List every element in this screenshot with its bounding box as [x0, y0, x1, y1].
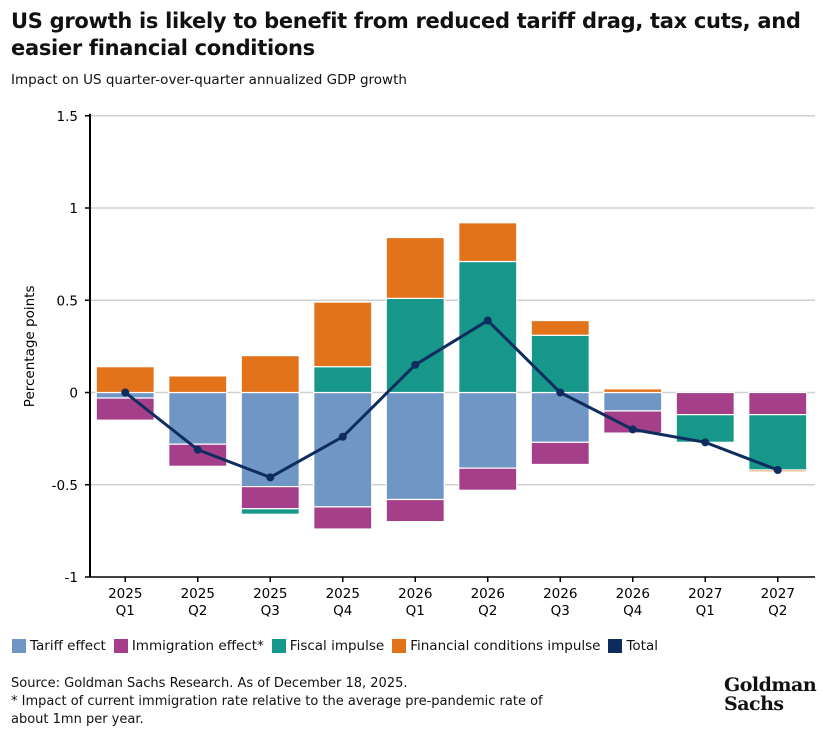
- bar-fiscal-impulse: [458, 260, 518, 394]
- y-axis-label: Percentage points: [22, 286, 38, 408]
- bar-tariff-effect: [458, 391, 518, 469]
- legend-label: Financial conditions impulse: [410, 638, 601, 654]
- total-point: [338, 432, 347, 441]
- bar-tariff-effect: [240, 391, 300, 488]
- bar-immigration-effect-: [385, 498, 445, 523]
- bar-immigration-effect-: [748, 391, 808, 416]
- chart-title: US growth is likely to benefit from redu…: [11, 9, 801, 60]
- total-point: [121, 388, 130, 397]
- x-tick-label-quarter: Q2: [768, 603, 787, 619]
- x-tick-label-year: 2026: [543, 586, 577, 602]
- x-tick-label-year: 2026: [398, 586, 432, 602]
- total-point: [556, 388, 565, 397]
- bar-immigration-effect-: [530, 441, 590, 466]
- y-tick-label: 0.5: [57, 293, 78, 309]
- legend-label: Total: [626, 638, 658, 654]
- bar-immigration-effect-: [168, 443, 228, 467]
- legend-swatch: [392, 639, 407, 653]
- x-tick-label-quarter: Q2: [188, 603, 207, 619]
- bar-tariff-effect: [385, 391, 445, 501]
- x-tick-label-quarter: Q4: [623, 603, 642, 619]
- x-tick-label-year: 2026: [616, 586, 650, 602]
- total-point: [628, 425, 637, 434]
- y-tick-label: 1.5: [57, 109, 78, 125]
- y-tick-label: 1: [69, 201, 78, 217]
- x-tick-label-year: 2027: [761, 586, 795, 602]
- chart-subtitle: Impact on US quarter-over-quarter annual…: [11, 72, 407, 88]
- bar-immigration-effect-: [313, 506, 373, 530]
- goldman-sachs-logo: Goldman Sachs: [724, 674, 817, 715]
- legend-item: Fiscal impulse: [271, 638, 385, 654]
- x-tick-label-year: 2025: [108, 586, 142, 602]
- footnote-text: * Impact of current immigration rate rel…: [11, 694, 543, 727]
- x-tick-label-year: 2025: [326, 586, 360, 602]
- total-point: [193, 445, 202, 454]
- bar-tariff-effect: [313, 391, 373, 508]
- y-tick-label: -0.5: [52, 478, 78, 494]
- bar-financial-conditions-impulse: [240, 355, 300, 394]
- legend-label: Fiscal impulse: [289, 638, 385, 654]
- total-point: [266, 473, 275, 482]
- x-tick-label-quarter: Q1: [406, 603, 425, 619]
- x-tick-label-quarter: Q2: [478, 603, 497, 619]
- bar-financial-conditions-impulse: [385, 236, 445, 300]
- legend-item: Immigration effect*: [113, 638, 264, 654]
- x-tick-label-quarter: Q4: [333, 603, 352, 619]
- bar-immigration-effect-: [675, 391, 735, 416]
- x-tick-label-year: 2026: [471, 586, 505, 602]
- source-text: Source: Goldman Sachs Research. As of De…: [11, 676, 408, 691]
- legend-swatch: [271, 639, 286, 653]
- bar-financial-conditions-impulse: [168, 375, 228, 394]
- legend-item: Total: [608, 638, 658, 654]
- legend-item: Financial conditions impulse: [392, 638, 600, 654]
- x-tick-label-year: 2027: [688, 586, 722, 602]
- y-tick-label: -1: [65, 570, 78, 586]
- total-point: [411, 360, 420, 369]
- total-line: [124, 318, 779, 480]
- x-tick-label-quarter: Q1: [116, 603, 135, 619]
- bar-tariff-effect: [603, 391, 663, 412]
- bar-financial-conditions-impulse: [603, 388, 663, 394]
- bar-financial-conditions-impulse: [458, 222, 518, 263]
- bar-financial-conditions-impulse: [530, 319, 590, 336]
- x-tick-label-quarter: Q3: [551, 603, 570, 619]
- bar-tariff-effect: [530, 391, 590, 443]
- legend: Tariff effect Immigration effect* Fiscal i…: [12, 638, 658, 654]
- source-note: Source: Goldman Sachs Research. As of De…: [11, 675, 561, 729]
- total-point: [773, 465, 782, 474]
- bar-immigration-effect-: [458, 467, 518, 491]
- legend-swatch: [608, 639, 623, 653]
- total-point: [701, 438, 710, 447]
- bar-fiscal-impulse: [313, 366, 373, 394]
- x-tick-label-year: 2025: [181, 586, 215, 602]
- bar-fiscal-impulse: [240, 508, 300, 515]
- bar-financial-conditions-impulse: [313, 301, 373, 368]
- legend-swatch: [113, 639, 128, 653]
- legend-label: Immigration effect*: [131, 638, 264, 654]
- legend-label: Tariff effect: [30, 638, 106, 654]
- x-tick-label-quarter: Q3: [261, 603, 280, 619]
- bar-immigration-effect-: [240, 485, 300, 510]
- bar-fiscal-impulse: [530, 334, 590, 394]
- legend-swatch: [12, 639, 26, 653]
- bar-fiscal-impulse: [385, 297, 445, 394]
- x-tick-label-year: 2025: [253, 586, 287, 602]
- y-tick-label: 0: [69, 386, 78, 402]
- bar-tariff-effect: [168, 391, 228, 445]
- x-tick-label-quarter: Q1: [696, 603, 715, 619]
- total-point: [483, 316, 492, 325]
- legend-item: Tariff effect: [12, 638, 106, 654]
